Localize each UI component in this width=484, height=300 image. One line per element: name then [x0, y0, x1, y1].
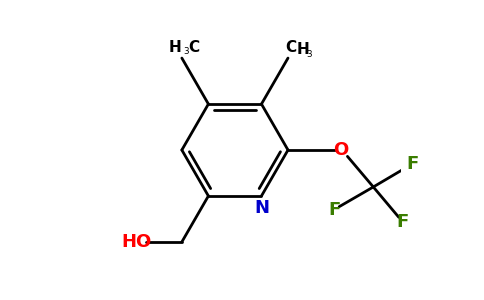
Text: F: F [406, 155, 419, 173]
Text: O: O [333, 141, 348, 159]
Text: $_3$: $_3$ [306, 47, 313, 60]
Text: C: C [188, 40, 199, 55]
Text: F: F [396, 212, 408, 230]
Text: F: F [328, 200, 340, 218]
Text: H: H [297, 42, 309, 57]
Text: H: H [169, 40, 182, 55]
Text: N: N [254, 199, 269, 217]
Text: C: C [285, 40, 296, 55]
Text: HO: HO [121, 233, 152, 251]
Text: $_3$: $_3$ [182, 44, 190, 57]
